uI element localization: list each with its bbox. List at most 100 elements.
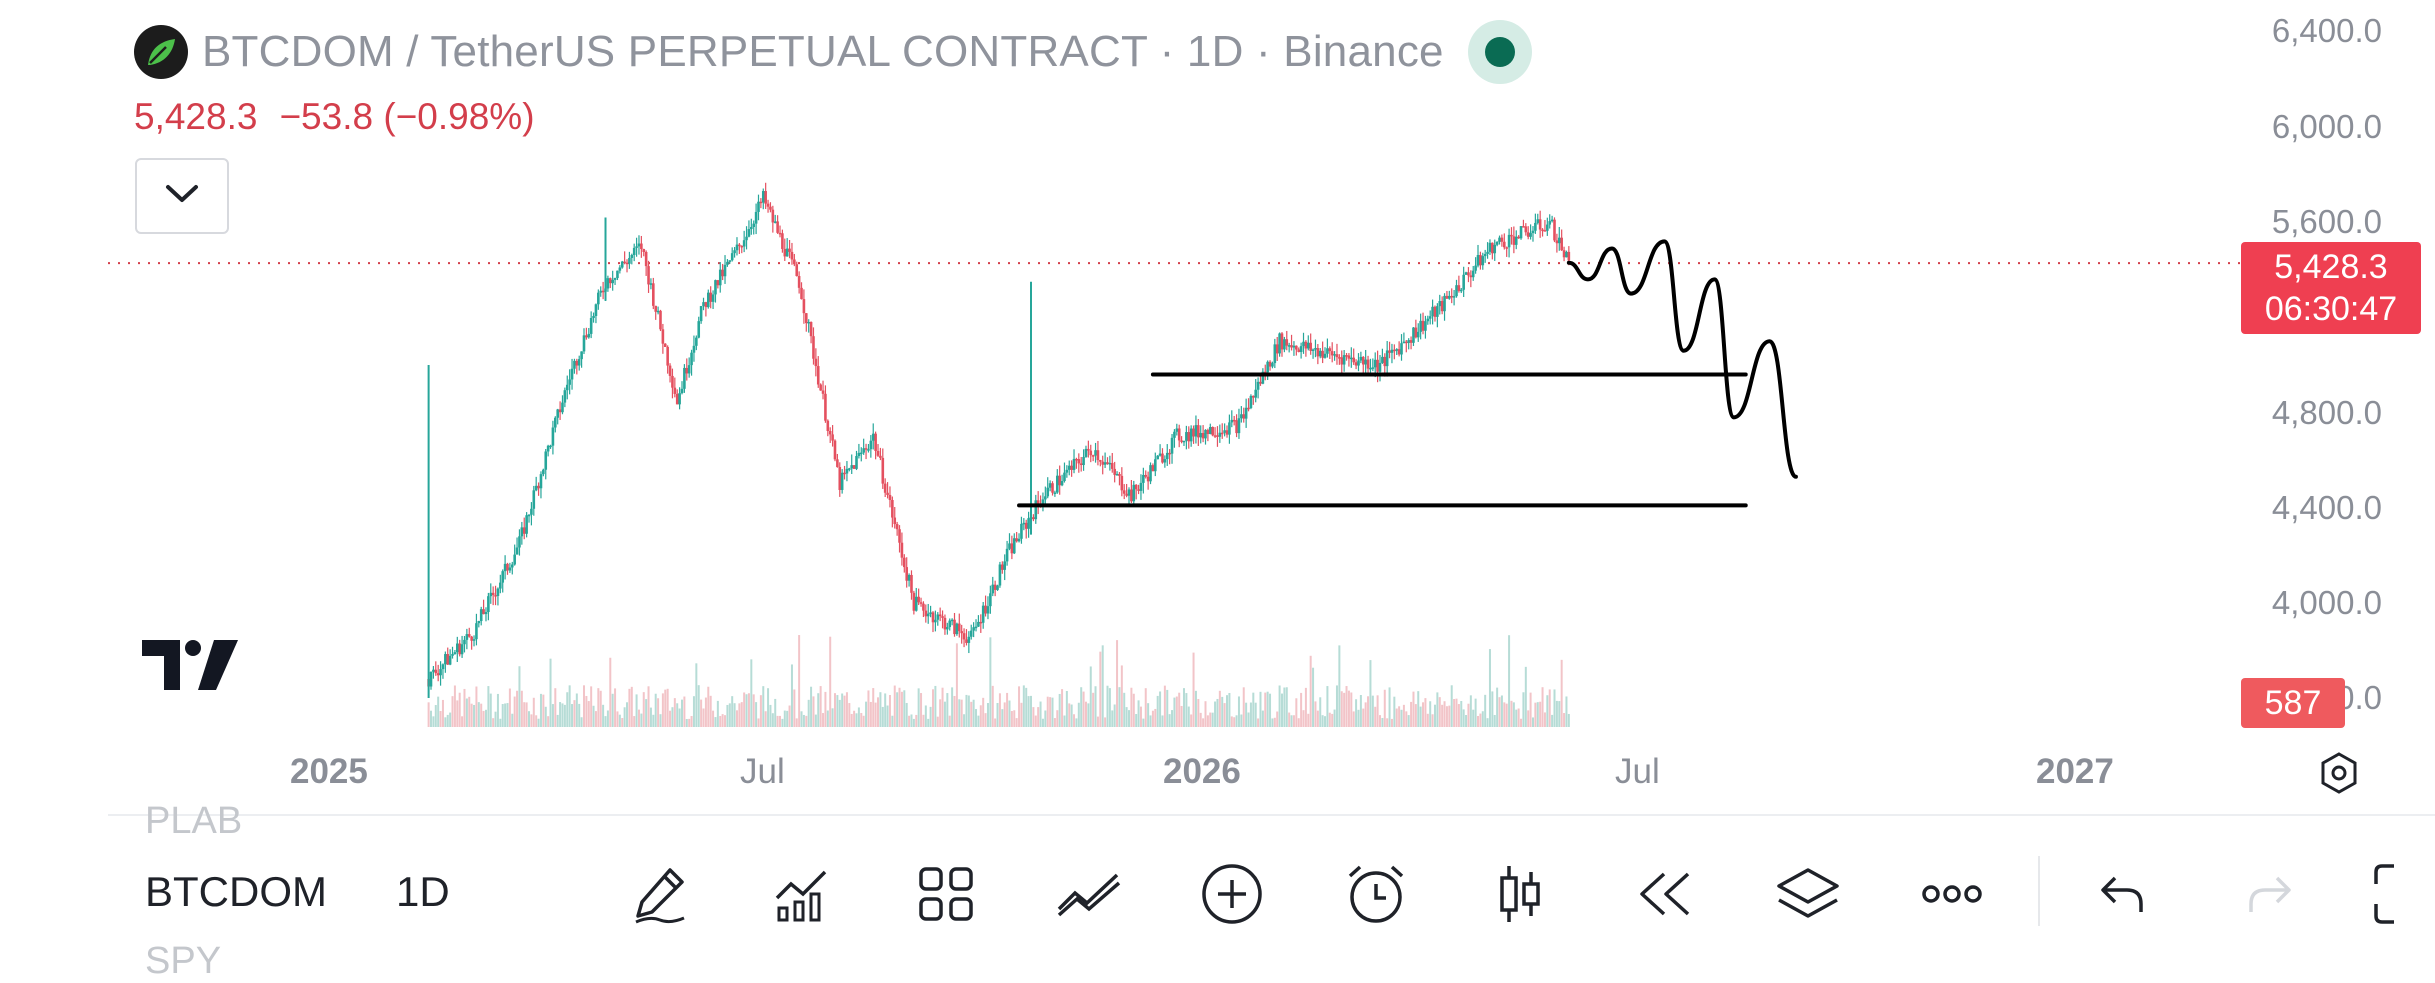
symbol-selector[interactable]: BTCDOM xyxy=(145,868,327,916)
volume-bar xyxy=(1513,702,1515,727)
candle-body xyxy=(1058,476,1061,486)
volume-bar xyxy=(1126,707,1128,727)
replay-button[interactable] xyxy=(1630,860,1698,928)
fullscreen-button[interactable] xyxy=(2370,860,2435,928)
indicators-button[interactable] xyxy=(769,860,837,928)
volume-bar xyxy=(1544,712,1546,727)
volume-bar xyxy=(832,708,834,727)
candle-body xyxy=(884,484,887,493)
volume-bar xyxy=(683,697,685,727)
chart-type-button[interactable] xyxy=(1486,860,1554,928)
volume-bar xyxy=(1451,685,1453,727)
candle-body xyxy=(650,283,653,285)
candle-body xyxy=(1242,414,1245,418)
drawing-tool-button[interactable] xyxy=(626,860,694,928)
volume-bar xyxy=(1487,718,1489,727)
volume-bar xyxy=(703,708,705,727)
candle-body xyxy=(583,335,586,351)
volume-bar xyxy=(533,698,535,727)
candle-body xyxy=(717,280,720,285)
volume-bar xyxy=(1133,694,1135,727)
candle-body xyxy=(1472,271,1475,278)
object-tree-button[interactable] xyxy=(1774,860,1842,928)
redo-button[interactable] xyxy=(2236,860,2304,928)
volume-bar xyxy=(655,694,657,727)
volume-bar xyxy=(1546,695,1548,727)
volume-bar xyxy=(1384,690,1386,727)
trend-lines-button[interactable] xyxy=(1055,860,1123,928)
candle-body xyxy=(1496,242,1499,245)
candles-icon xyxy=(1495,862,1545,926)
volume-bar xyxy=(514,697,516,727)
candle-body xyxy=(1211,427,1214,435)
candle-body xyxy=(1104,462,1107,464)
more-button[interactable] xyxy=(1918,860,1986,928)
undo-button[interactable] xyxy=(2088,860,2156,928)
layouts-button[interactable] xyxy=(912,860,980,928)
volume-bar xyxy=(729,703,731,727)
price-label: 6,000.0 xyxy=(2160,108,2382,146)
candle-body xyxy=(915,597,918,611)
volume-bar xyxy=(612,694,614,727)
candle-body xyxy=(1410,340,1413,343)
add-button[interactable] xyxy=(1198,860,1266,928)
alerts-button[interactable] xyxy=(1342,860,1410,928)
volume-bar xyxy=(992,686,994,727)
candle-body xyxy=(1369,368,1372,370)
candle-body xyxy=(685,368,688,374)
candle-body xyxy=(1532,231,1535,233)
candle-body xyxy=(1032,517,1035,519)
collapse-legend-button[interactable] xyxy=(135,158,229,234)
volume-bar xyxy=(1205,701,1207,727)
volume-bar xyxy=(1075,718,1077,727)
volume-bar xyxy=(999,693,1001,727)
volume-bar xyxy=(918,688,920,727)
candle-body xyxy=(1539,219,1542,229)
candle-body xyxy=(810,322,813,336)
volume-bar xyxy=(980,705,982,727)
volume-bar xyxy=(1291,715,1293,727)
watchlist-prev-symbol[interactable]: PLAB xyxy=(145,800,242,843)
volume-bar xyxy=(1532,717,1534,727)
chart-settings-icon[interactable] xyxy=(2316,750,2362,801)
trend-lines-icon xyxy=(1055,869,1123,919)
candle-body xyxy=(917,597,920,603)
candle-body xyxy=(934,620,937,623)
market-status-icon[interactable] xyxy=(1468,20,1532,84)
interval-selector[interactable]: 1D xyxy=(396,868,450,916)
chart-area[interactable]: BTCDOM / TetherUS PERPETUAL CONTRACT · 1… xyxy=(0,0,2435,820)
volume-bar xyxy=(1252,693,1254,727)
candle-body xyxy=(841,473,844,490)
volume-bar xyxy=(997,703,999,727)
candle-body xyxy=(1106,462,1109,464)
candle-body xyxy=(783,249,786,256)
candle-body xyxy=(1317,348,1320,356)
volume-bar xyxy=(1396,709,1398,727)
candle-body xyxy=(1357,361,1360,366)
candle-body xyxy=(532,490,535,508)
candle-body xyxy=(827,421,830,431)
volume-bar xyxy=(786,711,788,727)
volume-bar xyxy=(1556,701,1558,727)
candle-body xyxy=(702,302,705,306)
candle-body xyxy=(769,207,772,210)
volume-bar xyxy=(1329,713,1331,727)
candle-body xyxy=(791,252,794,260)
candle-body xyxy=(470,637,473,641)
volume-bar xyxy=(1549,689,1551,727)
symbol-title[interactable]: BTCDOM / TetherUS PERPETUAL CONTRACT · 1… xyxy=(202,27,1444,77)
volume-bar xyxy=(609,658,611,727)
volume-bar xyxy=(1195,691,1197,727)
volume-bar xyxy=(930,707,932,727)
candle-body xyxy=(662,329,665,343)
candle-body xyxy=(439,669,442,675)
candle-body xyxy=(764,191,767,204)
volume-bar xyxy=(1219,691,1221,727)
candle-body xyxy=(1254,390,1257,398)
volume-bar xyxy=(1568,714,1570,727)
volume-bar xyxy=(502,704,504,727)
candle-body xyxy=(595,304,598,316)
candle-body xyxy=(1376,360,1379,372)
candle-body xyxy=(1216,435,1219,437)
candle-body xyxy=(599,291,602,293)
